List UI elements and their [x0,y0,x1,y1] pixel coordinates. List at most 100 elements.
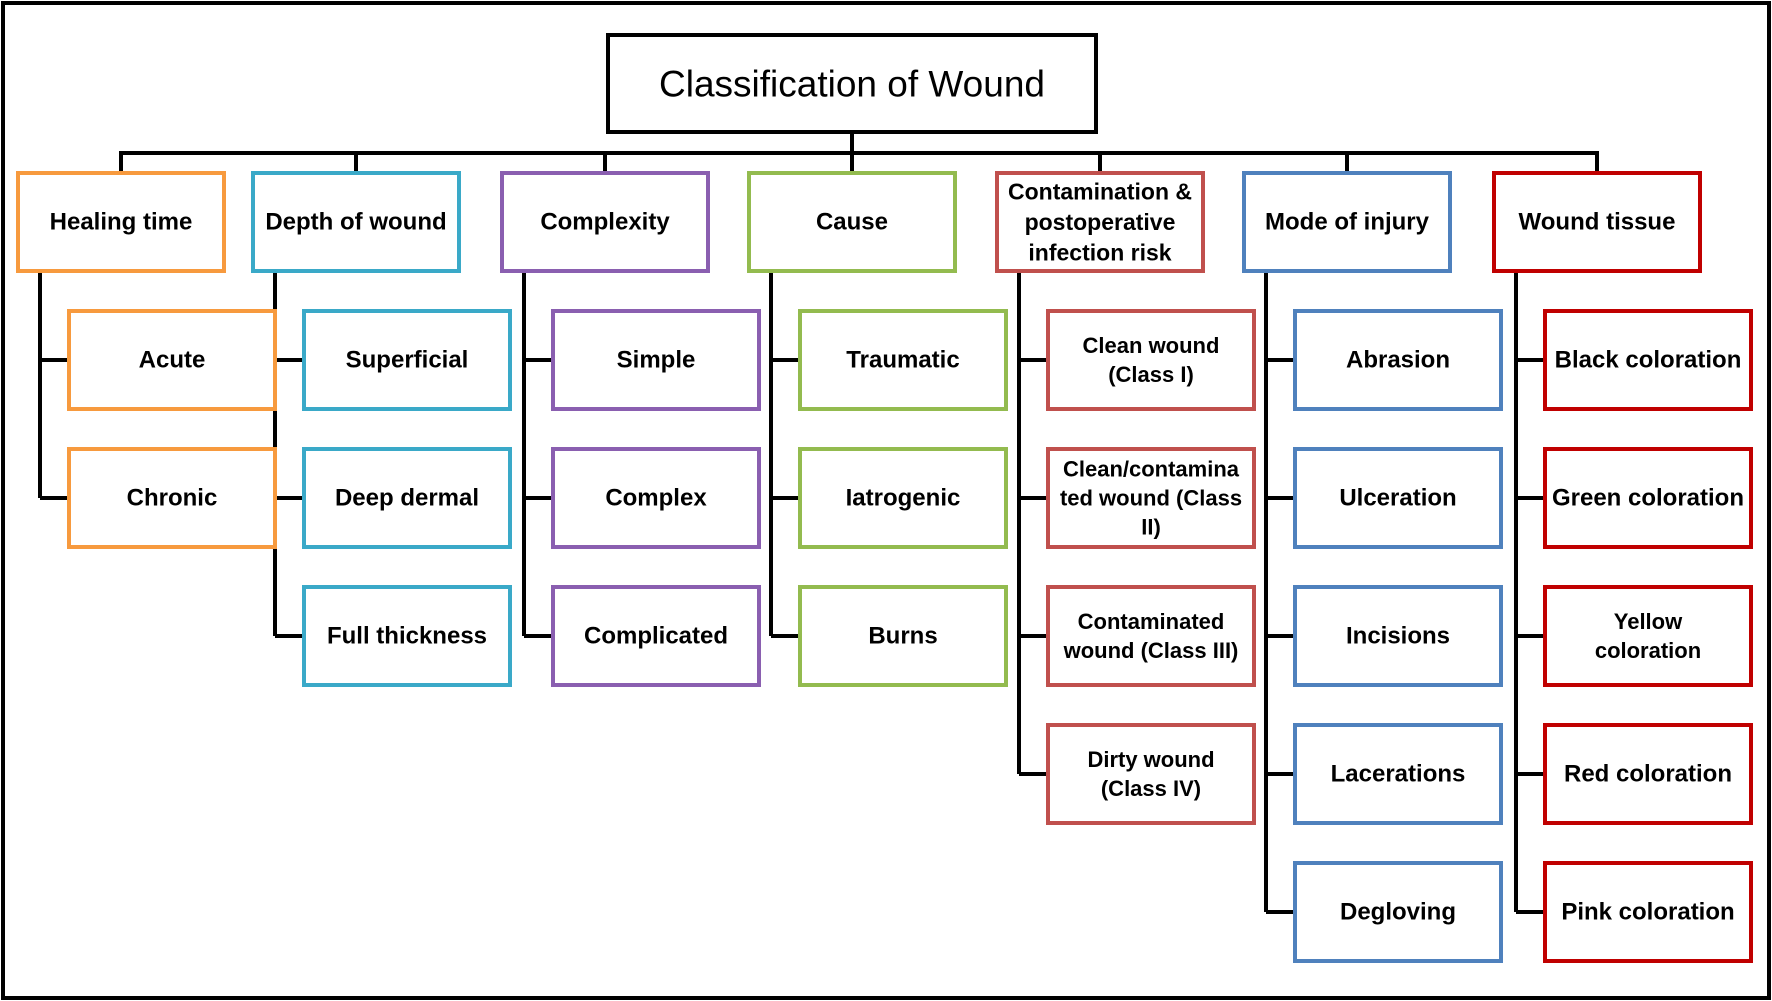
item-mode-of-injury-3: Incisions [1293,585,1503,687]
item-complexity-2-label: Complex [605,485,707,512]
item-mode-of-injury-3-box [1293,585,1503,687]
item-depth-of-wound-1-box [302,309,512,411]
item-contamination-1-label: Clean wound [1083,333,1220,358]
item-mode-of-injury-2-box [1293,447,1503,549]
item-contamination-2-label: ted wound (Class [1060,486,1242,511]
item-depth-of-wound-2: Deep dermal [302,447,512,549]
item-mode-of-injury-1-box [1293,309,1503,411]
item-mode-of-injury-2: Ulceration [1293,447,1503,549]
item-wound-tissue-5-box [1543,861,1753,963]
connector-lines [38,132,1599,914]
category-depth-of-wound-box [251,171,461,273]
item-contamination-2-box [1046,447,1256,549]
item-wound-tissue-1-box [1543,309,1753,411]
item-depth-of-wound-3: Full thickness [302,585,512,687]
item-contamination-4-label: (Class IV) [1101,776,1201,801]
item-cause-1-box [798,309,1008,411]
category-mode-of-injury-label: Mode of injury [1265,209,1430,236]
title-node: Classification of Wound [606,33,1098,134]
item-healing-time-2-label: Chronic [127,485,218,512]
category-contamination: Contamination & postoperative infection ri… [995,171,1205,273]
item-wound-tissue-2-label: Green coloration [1552,485,1744,512]
item-cause-3-label: Burns [868,623,937,650]
item-mode-of-injury-4: Lacerations [1293,723,1503,825]
item-wound-tissue-5: Pink coloration [1543,861,1753,963]
category-contamination-label: infection risk [1028,239,1171,265]
category-contamination-label: postoperative [1025,209,1176,235]
item-wound-tissue-3-label: Yellow [1614,609,1683,634]
page-title: Classification of Wound [659,64,1045,105]
title-box [606,33,1098,134]
category-nodes: Healing time Acute Chronic Depth of wound Su… [16,171,1753,963]
item-complexity-1: Simple [551,309,761,411]
item-wound-tissue-4-box [1543,723,1753,825]
item-depth-of-wound-2-label: Deep dermal [335,485,479,512]
category-contamination-label: Contamination & [1008,179,1192,205]
item-complexity-2-box [551,447,761,549]
category-complexity-box [500,171,710,273]
item-cause-2-box [798,447,1008,549]
item-cause-3-box [798,585,1008,687]
category-wound-tissue: Wound tissue [1492,171,1702,273]
item-depth-of-wound-1-label: Superficial [346,347,469,374]
item-healing-time-1: Acute [67,309,277,411]
item-wound-tissue-3-box [1543,585,1753,687]
item-wound-tissue-1-label: Black coloration [1555,347,1742,374]
item-mode-of-injury-3-label: Incisions [1346,623,1450,650]
category-depth-of-wound-label: Depth of wound [265,209,446,236]
item-mode-of-injury-5: Degloving [1293,861,1503,963]
item-cause-3: Burns [798,585,1008,687]
category-healing-time-label: Healing time [50,209,193,236]
item-wound-tissue-2: Green coloration [1543,447,1753,549]
item-mode-of-injury-4-label: Lacerations [1331,761,1466,788]
category-contamination-box [995,171,1205,273]
item-cause-2: Iatrogenic [798,447,1008,549]
item-wound-tissue-4-label: Red coloration [1564,761,1732,788]
item-contamination-4-box [1046,723,1256,825]
item-contamination-2: Clean/contamina ted wound (Class II) [1046,447,1256,549]
item-wound-tissue-2-box [1543,447,1753,549]
category-depth-of-wound: Depth of wound [251,171,461,273]
category-wound-tissue-box [1492,171,1702,273]
item-complexity-3-box [551,585,761,687]
category-complexity: Complexity [500,171,710,273]
category-cause-label: Cause [816,209,888,236]
item-cause-1-label: Traumatic [846,347,959,374]
item-depth-of-wound-3-box [302,585,512,687]
item-contamination-1: Clean wound (Class I) [1046,309,1256,411]
item-healing-time-1-box [67,309,277,411]
item-mode-of-injury-5-box [1293,861,1503,963]
item-contamination-2-label: II) [1141,515,1161,540]
item-wound-tissue-4: Red coloration [1543,723,1753,825]
item-contamination-1-label: (Class I) [1108,362,1194,387]
item-healing-time-2-box [67,447,277,549]
category-healing-time: Healing time [16,171,226,273]
item-complexity-2: Complex [551,447,761,549]
item-wound-tissue-5-label: Pink coloration [1561,899,1734,926]
item-mode-of-injury-1-label: Abrasion [1346,347,1450,374]
item-contamination-2-label: Clean/contamina [1063,456,1240,481]
item-healing-time-1-label: Acute [139,347,206,374]
category-mode-of-injury-box [1242,171,1452,273]
item-complexity-3-label: Complicated [584,623,728,650]
item-contamination-3-box [1046,585,1256,687]
category-complexity-label: Complexity [540,209,670,236]
category-mode-of-injury: Mode of injury [1242,171,1452,273]
item-wound-tissue-3-label: coloration [1595,638,1701,663]
item-contamination-4: Dirty wound (Class IV) [1046,723,1256,825]
item-healing-time-2: Chronic [67,447,277,549]
item-contamination-3-label: Contaminated [1078,609,1225,634]
item-complexity-1-label: Simple [617,347,696,374]
item-complexity-1-box [551,309,761,411]
item-contamination-4-label: Dirty wound [1087,747,1214,772]
item-depth-of-wound-1: Superficial [302,309,512,411]
item-contamination-3: Contaminated wound (Class III) [1046,585,1256,687]
item-cause-2-label: Iatrogenic [846,485,961,512]
item-depth-of-wound-2-box [302,447,512,549]
item-complexity-3: Complicated [551,585,761,687]
item-mode-of-injury-2-label: Ulceration [1339,485,1456,512]
item-depth-of-wound-3-label: Full thickness [327,623,487,650]
category-cause: Cause [747,171,957,273]
item-wound-tissue-1: Black coloration [1543,309,1753,411]
